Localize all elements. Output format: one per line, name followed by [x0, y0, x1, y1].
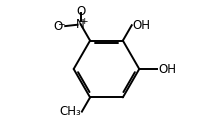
Text: +: + [80, 17, 87, 26]
Text: N: N [76, 18, 85, 30]
Text: OH: OH [133, 19, 151, 32]
Text: O: O [54, 20, 63, 33]
Text: O: O [76, 5, 85, 18]
Text: OH: OH [158, 63, 176, 75]
Text: −: − [57, 19, 65, 28]
Text: CH₃: CH₃ [59, 105, 81, 118]
